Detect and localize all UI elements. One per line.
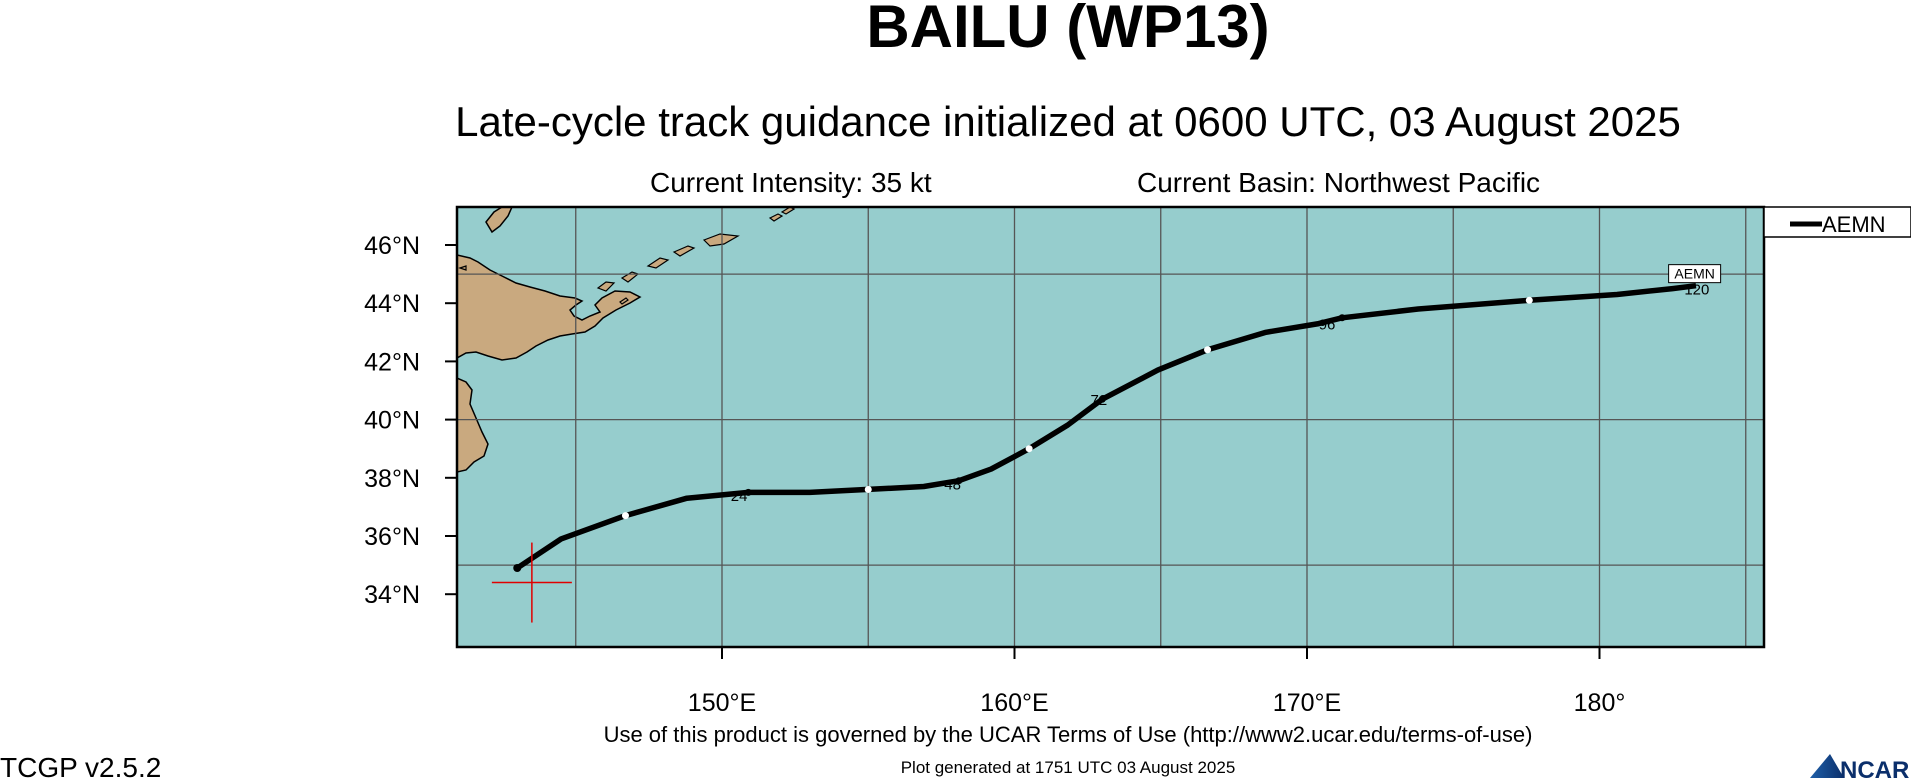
forecast-hour-label: 120 <box>1684 281 1709 298</box>
land-kuril-4 <box>672 245 696 257</box>
lon-tick-label: 180° <box>1574 689 1626 717</box>
forecast-hour-label: 96 <box>1319 316 1336 333</box>
track-aemn <box>513 282 1697 573</box>
track-12h-point <box>864 485 872 493</box>
current-basin: Current Basin: Northwest Pacific <box>1137 167 1541 198</box>
track-start-point <box>513 564 522 573</box>
land-sakhalin <box>485 207 513 234</box>
track-12h-point <box>1204 346 1212 354</box>
land-hokkaido <box>457 254 642 361</box>
land-kuril-9 <box>458 265 467 271</box>
lat-tick-label: 46°N <box>364 232 420 260</box>
legend-box <box>1763 206 1911 238</box>
lon-tick-label: 160°E <box>980 689 1048 717</box>
track-12h-point <box>1025 445 1033 453</box>
lon-tick-label: 150°E <box>688 689 756 717</box>
lon-labels: 150°E 160°E 170°E 180° <box>688 647 1626 717</box>
graticule <box>457 207 1764 647</box>
legend-label: AEMN <box>1822 212 1886 237</box>
land-kuril-6 <box>768 213 784 222</box>
land-kuril-3 <box>646 257 670 269</box>
lat-tick-label: 44°N <box>364 290 420 318</box>
plot-frame <box>455 205 1766 649</box>
track-end-label-box <box>1668 264 1722 284</box>
track-24h-point <box>1098 395 1106 403</box>
track-24h-point <box>955 477 963 485</box>
ncar-logo: NCAR <box>1810 754 1909 780</box>
plot-generated: Plot generated at 1751 UTC 03 August 202… <box>900 758 1236 777</box>
track-24h-point <box>1338 314 1346 322</box>
land-kuril-5 <box>702 233 740 247</box>
page-subtitle: Late-cycle track guidance initialized at… <box>455 98 1681 145</box>
lat-tick-label: 42°N <box>364 348 420 376</box>
track-line <box>515 282 1697 571</box>
ocean <box>457 207 1764 647</box>
track-24h-point <box>744 488 752 496</box>
land-kuril-8 <box>619 297 629 305</box>
forecast-hour-label: 24 <box>731 488 748 505</box>
track-12h-point <box>1525 296 1533 304</box>
current-position-marker <box>491 542 572 623</box>
land-kuril-7 <box>780 207 796 215</box>
lat-tick-label: 40°N <box>364 407 420 435</box>
ncar-logo-text: NCAR <box>1840 757 1909 780</box>
forecast-hour-label: 48 <box>944 476 961 493</box>
track-end-label: AEMN <box>1674 266 1714 282</box>
terms-of-use: Use of this product is governed by the U… <box>603 722 1533 747</box>
track-12h-point <box>621 512 629 520</box>
forecast-hour-label: 72 <box>1091 392 1108 409</box>
land-kuril-1 <box>596 281 616 292</box>
lon-tick-label: 170°E <box>1273 689 1341 717</box>
lat-tick-label: 36°N <box>364 523 420 551</box>
page-title: BAILU (WP13) <box>866 0 1270 60</box>
current-intensity: Current Intensity: 35 kt <box>650 167 932 198</box>
land-honshu <box>457 377 489 473</box>
lat-labels: 46°N 44°N 42°N 40°N 38°N 36°N 34°N <box>364 232 457 609</box>
lat-tick-label: 38°N <box>364 465 420 493</box>
lat-tick-label: 34°N <box>364 581 420 609</box>
version-label: TCGP v2.5.2 <box>0 752 162 783</box>
